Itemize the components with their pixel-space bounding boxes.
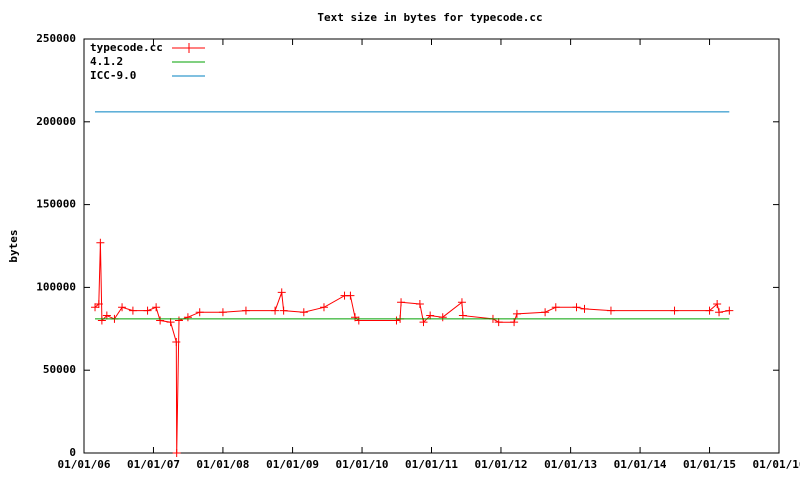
x-tick-label: 01/01/11 <box>405 458 458 471</box>
point-marker <box>512 309 521 318</box>
point-marker <box>350 313 359 322</box>
point-marker <box>172 449 181 457</box>
point-marker <box>97 316 106 325</box>
y-tick-label: 50000 <box>43 363 76 376</box>
point-marker <box>279 306 288 315</box>
point-marker <box>438 313 447 322</box>
point-marker <box>128 306 137 315</box>
x-tick-label: 01/01/09 <box>266 458 319 471</box>
legend-label: 4.1.2 <box>90 55 123 68</box>
point-marker <box>91 303 100 312</box>
series-line <box>94 242 730 454</box>
point-marker <box>319 303 328 312</box>
point-marker <box>419 318 428 327</box>
point-marker <box>670 306 679 315</box>
x-tick-label: 01/01/12 <box>474 458 527 471</box>
point-marker <box>102 311 111 320</box>
point-marker <box>725 306 734 315</box>
point-marker <box>277 288 286 297</box>
point-marker <box>156 316 165 325</box>
point-marker <box>354 316 363 325</box>
plot-frame <box>83 38 780 454</box>
point-marker <box>218 308 227 317</box>
point-marker <box>415 299 424 308</box>
y-axis-label: bytes <box>7 229 20 262</box>
point-marker <box>426 311 435 320</box>
point-marker <box>96 238 105 247</box>
point-marker <box>458 311 467 320</box>
y-tick-label: 150000 <box>36 198 76 211</box>
point-marker <box>166 318 175 327</box>
x-tick-label: 01/01/07 <box>127 458 180 471</box>
x-tick-label: 01/01/13 <box>544 458 597 471</box>
y-tick-label: 200000 <box>36 115 76 128</box>
x-tick-label: 01/01/14 <box>614 458 667 471</box>
point-marker <box>580 304 589 313</box>
legend-label: ICC-9.0 <box>90 69 136 82</box>
chart-title: Text size in bytes for typecode.cc <box>317 11 542 24</box>
point-marker <box>172 338 181 347</box>
point-marker <box>572 303 581 312</box>
point-marker <box>551 303 560 312</box>
point-marker <box>606 306 615 315</box>
point-marker <box>94 299 103 308</box>
point-marker <box>195 308 204 317</box>
y-tick-label: 250000 <box>36 32 76 45</box>
point-marker <box>392 316 401 325</box>
legend-marker <box>184 43 194 53</box>
point-marker <box>397 298 406 307</box>
point-marker <box>152 303 161 312</box>
y-tick-label: 100000 <box>36 280 76 293</box>
point-marker <box>271 306 280 315</box>
point-marker <box>510 318 519 327</box>
point-marker <box>713 299 722 308</box>
point-marker <box>118 303 127 312</box>
point-marker <box>241 306 250 315</box>
point-marker <box>715 308 724 317</box>
legend-label: typecode.cc <box>90 41 163 54</box>
point-marker <box>299 308 308 317</box>
point-marker <box>183 313 192 322</box>
point-marker <box>346 291 355 300</box>
point-marker <box>541 308 550 317</box>
point-marker <box>143 306 152 315</box>
x-tick-label: 01/01/16 <box>753 458 800 471</box>
x-tick-label: 01/01/08 <box>196 458 249 471</box>
x-tick-label: 01/01/06 <box>58 458 111 471</box>
point-marker <box>705 306 714 315</box>
point-marker <box>494 318 503 327</box>
point-marker <box>174 316 183 325</box>
point-marker <box>457 298 466 307</box>
x-tick-label: 01/01/10 <box>336 458 389 471</box>
x-tick-label: 01/01/15 <box>683 458 736 471</box>
y-tick-label: 0 <box>69 446 76 459</box>
